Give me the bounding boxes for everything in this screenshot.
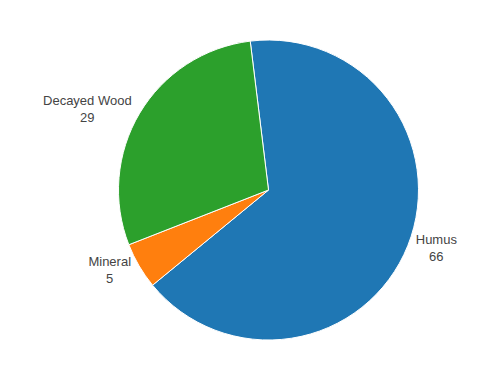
svg-text:Mineral5: Mineral5	[88, 254, 131, 286]
svg-text:Decayed Wood29: Decayed Wood29	[43, 93, 132, 125]
svg-text:Humus66: Humus66	[416, 232, 458, 264]
